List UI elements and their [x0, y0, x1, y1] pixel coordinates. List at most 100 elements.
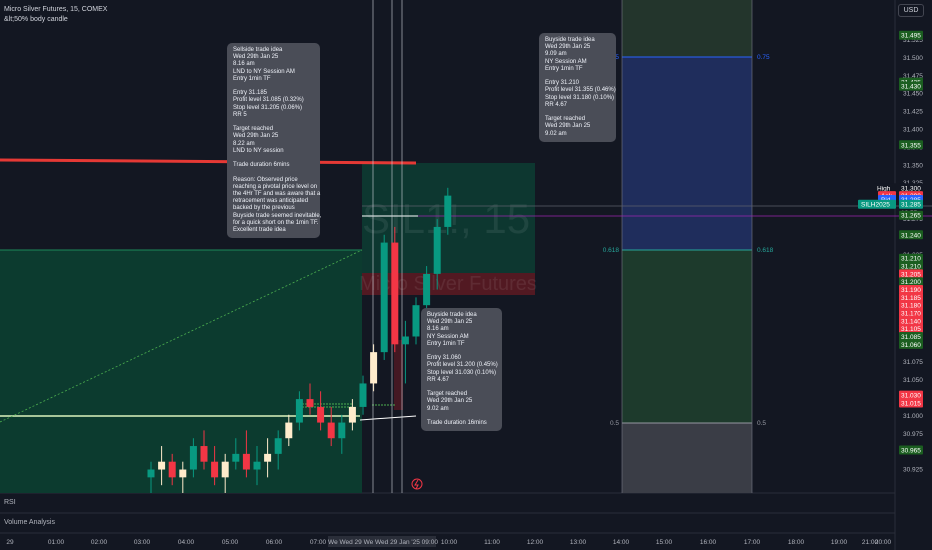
time-tick-label: 11:00: [484, 539, 500, 546]
price-tag-badge: [874, 183, 896, 193]
candle-body[interactable]: [317, 406, 325, 423]
price-tag: [899, 285, 923, 295]
fib-level-label-right: 0.618: [757, 247, 774, 254]
price-tag-label: 31.200: [901, 279, 921, 286]
candle-body[interactable]: [380, 242, 388, 353]
candle-body[interactable]: [370, 352, 378, 384]
price-tag-label: 31.030: [901, 393, 921, 400]
rsi-pane-label[interactable]: RSI: [4, 499, 16, 506]
fib-level-label-left: 0.618: [603, 247, 620, 254]
buyside-stop-zone: [362, 273, 535, 295]
candle-body[interactable]: [285, 422, 293, 439]
buyside-trade-note-bottom[interactable]: Buyside trade idea Wed 29th Jan 25 8.16 …: [421, 308, 502, 432]
price-tag: [899, 81, 923, 91]
candle-body[interactable]: [295, 399, 303, 423]
candle-body[interactable]: [433, 226, 441, 274]
price-tag: [899, 183, 923, 193]
price-tag-label: 31.015: [901, 401, 921, 408]
price-tag-label: 31.060: [901, 342, 921, 349]
price-tag-badge-label: High: [877, 185, 891, 192]
crosshair-time-highlight: [328, 536, 436, 547]
candle-body[interactable]: [391, 242, 399, 345]
price-tag-label: 31.240: [901, 232, 921, 239]
candle-body[interactable]: [401, 336, 409, 345]
candle-body[interactable]: [264, 453, 272, 462]
time-tick-label: 12:00: [527, 539, 544, 546]
candle-body[interactable]: [306, 399, 314, 407]
price-tag: [899, 253, 923, 263]
price-tag-label: 31.210: [901, 256, 921, 263]
fib-level-label-right: 0.75: [757, 54, 770, 61]
buyside-trade-note-top[interactable]: Buyside trade idea Wed 29th Jan 25 9.09 …: [539, 33, 616, 142]
price-tag: [899, 331, 923, 341]
price-tick-label: 31.525: [903, 37, 923, 44]
price-tick-label: 30.925: [903, 467, 923, 474]
price-tag: [899, 230, 923, 240]
alert-icon[interactable]: [411, 478, 423, 490]
candle-body[interactable]: [444, 195, 452, 227]
volume-pane-label[interactable]: Volume Analysis: [4, 519, 55, 526]
price-tag-label: 31.140: [901, 318, 921, 325]
fib-zone-0.618-0.5: [622, 250, 752, 423]
candle-body[interactable]: [338, 422, 346, 439]
candle-body[interactable]: [274, 438, 282, 454]
price-tag-label: 31.355: [901, 142, 921, 149]
price-tag: [899, 210, 923, 220]
diagonal-dotted-line: [0, 249, 363, 423]
time-tick-label: 10:00: [441, 539, 458, 546]
price-tag-label: 31.190: [901, 287, 921, 294]
price-tag: [899, 390, 923, 400]
stop-zone-small: [394, 340, 403, 410]
time-tick-label: 03:00: [134, 539, 151, 546]
candle-body[interactable]: [168, 461, 176, 478]
price-tag-label: 31.430: [901, 84, 921, 91]
price-tag-label: 31.180: [901, 303, 921, 310]
candle-body[interactable]: [200, 446, 208, 462]
time-tick-label: 13:00: [570, 539, 587, 546]
candle-body[interactable]: [327, 422, 335, 439]
time-tick-label: 17:00: [744, 539, 761, 546]
symbol-title[interactable]: Micro Silver Futures, 15, COMEX: [4, 6, 108, 13]
candle-body[interactable]: [253, 461, 261, 470]
indicator-label[interactable]: &lt;50% body candle: [4, 16, 68, 23]
price-tick-label: 31.400: [903, 127, 923, 134]
time-tick-label: 06:00: [266, 539, 283, 546]
time-tick-label: 29: [6, 539, 14, 546]
time-tick-label: 14:00: [613, 539, 630, 546]
watermark-name: Micro Silver Futures: [359, 273, 537, 295]
candle-body[interactable]: [158, 461, 166, 470]
price-tick-label: 31.350: [903, 162, 923, 169]
candle-body[interactable]: [242, 453, 250, 470]
price-tick-label: 31.500: [903, 55, 923, 62]
price-tag-label: 31.495: [901, 33, 921, 40]
price-tag: [899, 339, 923, 349]
time-tick-label: 19:00: [831, 539, 848, 546]
white-marker-line: [359, 415, 417, 421]
time-tick-label: 15:00: [656, 539, 673, 546]
price-tag: [899, 292, 923, 302]
candle-body[interactable]: [189, 446, 197, 470]
price-tag-label: 31.085: [901, 334, 921, 341]
candle-body[interactable]: [221, 461, 229, 478]
candle-body[interactable]: [348, 406, 356, 423]
price-tag-label: 30.965: [901, 447, 921, 454]
price-tag-label: 31.105: [901, 326, 921, 333]
sellside-trade-note[interactable]: Sellside trade idea Wed 29th Jan 25 8.16…: [227, 43, 321, 239]
candle-body[interactable]: [147, 469, 155, 478]
candle-body[interactable]: [423, 273, 431, 306]
candle-body[interactable]: [179, 469, 187, 478]
red-level-line: [0, 158, 417, 165]
price-tag: [899, 445, 923, 455]
candle-body[interactable]: [412, 305, 420, 337]
fib-level-label-left: 0.5: [610, 420, 619, 427]
lightning-icon: [414, 479, 419, 490]
candle-body[interactable]: [359, 383, 367, 407]
candle-body[interactable]: [211, 461, 219, 478]
time-tick-label: 05:00: [222, 539, 239, 546]
candle-body[interactable]: [232, 453, 240, 462]
time-tick-label: 20:00: [875, 539, 892, 546]
time-tick-label: 16:00: [700, 539, 717, 546]
currency-button[interactable]: USD: [898, 4, 924, 17]
